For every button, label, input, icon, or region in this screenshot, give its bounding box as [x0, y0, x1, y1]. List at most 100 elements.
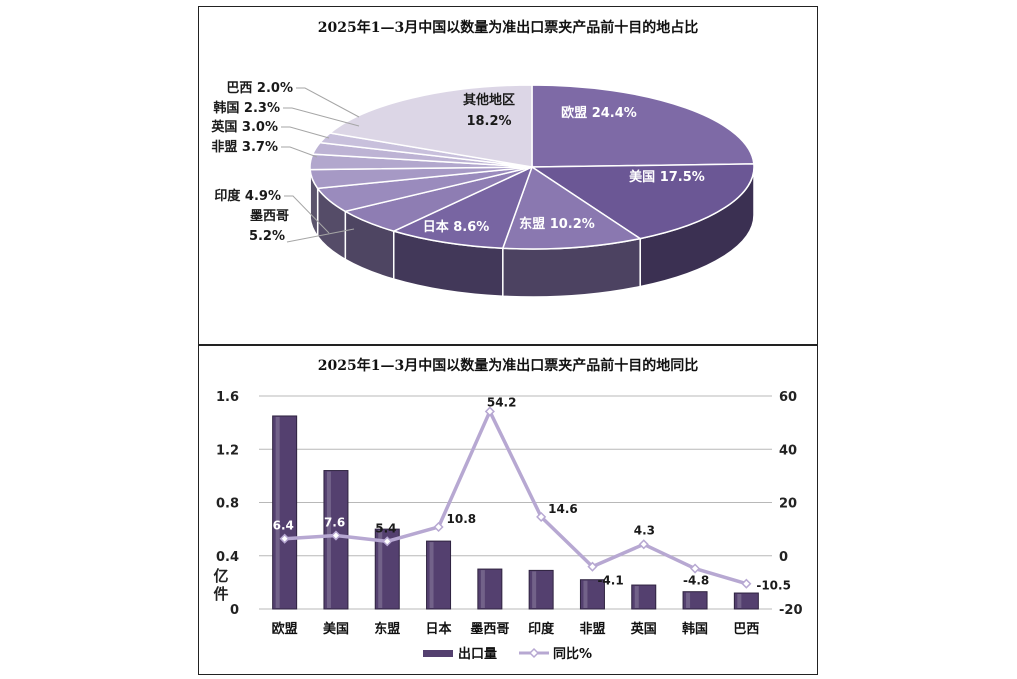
bar-highlight [429, 542, 434, 608]
combo-chart-panel: 2025年1—3月中国以数量为准出口票夹产品前十目的地同比 0 0.4 0.8 1.2… [198, 345, 818, 675]
y2-tick-label: 60 [779, 390, 797, 405]
pie-chart: 欧盟 24.4% 美国 17.5% 东盟 10.2% 日本 8.6% 墨西哥 5.2% 印度… [210, 81, 755, 298]
bar-highlight [480, 570, 485, 608]
y2-tick-label: 0 [779, 550, 788, 565]
y2-tick-label: 40 [779, 443, 797, 458]
legend-label-bar: 出口量 [458, 646, 497, 662]
pie-leader-印度 [284, 195, 330, 234]
pie-leader-非盟 [281, 146, 318, 158]
y-axis-label: 亿件 [213, 567, 228, 603]
data-label-韩国: -4.8 [683, 574, 709, 588]
x-tick-label: 美国 [323, 621, 349, 637]
line-point-美国 [330, 530, 342, 541]
x-tick-label: 墨西哥 [470, 621, 509, 637]
pie-label-巴西: 巴西 2.0% [226, 81, 293, 96]
bar-墨西哥 [477, 568, 503, 610]
y-tick-label: 0.4 [216, 550, 239, 565]
legend: 出口量 同比% [423, 646, 592, 662]
legend-marker-line [528, 647, 540, 659]
bar-highlight [634, 586, 639, 608]
data-label-东盟: 5.4 [375, 521, 396, 535]
pie-leader-墨西哥 [286, 228, 355, 243]
pie-label-非盟: 非盟 3.7% [211, 139, 278, 155]
pie-label-欧盟: 欧盟 24.4% [561, 105, 637, 121]
y-tick-label: 1.2 [216, 443, 239, 458]
pie-leader-巴西 [296, 87, 360, 118]
bar-highlight [737, 594, 742, 608]
pie-slice-日本 [391, 165, 534, 250]
x-tick-label: 韩国 [682, 621, 708, 637]
bar-韩国 [682, 591, 708, 610]
legend-swatch-bar [423, 650, 453, 657]
pie-chart-panel: 2025年1—3月中国以数量为准出口票夹产品前十目的地占比 欧盟 24.4% 美国… [198, 6, 818, 345]
data-label-日本: 10.8 [447, 512, 477, 526]
bar-非盟 [579, 579, 605, 610]
pie-label-美国: 美国 17.5% [629, 169, 705, 185]
x-tick-labels: 欧盟 美国 东盟 日本 墨西哥 印度 非盟 英国 韩国 巴西 [272, 621, 760, 637]
pie-chart-title: 2025年1—3月中国以数量为准出口票夹产品前十目的地占比 [317, 20, 699, 36]
svg-text:件: 件 [213, 585, 228, 603]
x-tick-label: 巴西 [733, 622, 759, 637]
pie-label-印度: 印度 4.9% [214, 188, 281, 204]
bar-巴西 [733, 592, 759, 610]
data-label-巴西: -10.5 [756, 579, 791, 593]
line-point-巴西 [741, 578, 752, 589]
y-tick-label: 1.6 [216, 390, 239, 405]
pie-label-东盟: 东盟 10.2% [519, 216, 595, 232]
bar-highlight [583, 580, 588, 608]
legend-label-line: 同比% [553, 646, 592, 662]
line-point-日本 [433, 521, 444, 533]
pie-slice-其他地区 [328, 84, 533, 168]
pie-label-墨西哥: 墨西哥 [250, 208, 289, 224]
pie-label-日本: 日本 8.6% [423, 219, 490, 235]
line-point-非盟 [587, 561, 598, 572]
y-tick-label: 0 [230, 603, 239, 618]
line-point-英国 [638, 539, 649, 550]
line-point-欧盟 [279, 533, 290, 544]
pie-slice-东盟 [501, 165, 643, 250]
line-data-labels: 6.4 7.6 5.4 10.8 54.2 14.6 -4.1 4.3 -4.8 -10.5 [273, 395, 791, 592]
x-tick-label: 东盟 [374, 621, 400, 637]
data-label-印度: 14.6 [548, 502, 578, 516]
x-tick-label: 欧盟 [272, 621, 298, 637]
x-tick-label: 印度 [528, 621, 555, 637]
x-tick-label: 非盟 [579, 621, 605, 637]
gridlines: 0 0.4 0.8 1.2 1.6 -20 0 20 40 60 [216, 390, 803, 618]
bar-highlight [532, 571, 537, 608]
pie-value-label-其他地区: 18.2% [466, 114, 511, 129]
pie-slice-欧盟 [531, 84, 755, 168]
data-label-欧盟: 6.4 [273, 519, 294, 533]
pie-labels: 欧盟 24.4% 美国 17.5% 东盟 10.2% 日本 8.6% 墨西哥 5.2% 印度… [210, 81, 704, 244]
line-series [279, 406, 752, 589]
line-path [284, 409, 747, 586]
pie-leader-英国 [281, 126, 330, 139]
x-tick-label: 日本 [426, 621, 452, 637]
bar-欧盟 [272, 415, 298, 610]
y2-tick-label: 20 [779, 497, 797, 512]
line-point-墨西哥 [484, 406, 495, 417]
x-tick-label: 英国 [630, 621, 657, 637]
pie-label-英国: 英国 3.0% [210, 119, 278, 135]
data-label-非盟: -4.1 [597, 574, 623, 588]
data-label-美国: 7.6 [324, 516, 345, 530]
line-point-东盟 [382, 536, 393, 547]
bar-英国 [631, 584, 657, 610]
bar-highlight [686, 592, 691, 608]
bar-series [272, 415, 759, 610]
y2-tick-label: -20 [779, 603, 803, 618]
bar-highlight [275, 416, 280, 608]
line-point-韩国 [689, 563, 701, 574]
data-label-墨西哥: 54.2 [487, 395, 517, 409]
y-tick-label: 0.8 [216, 497, 239, 512]
pie-value-label-墨西哥: 5.2% [249, 229, 285, 244]
pie-label-其他地区: 其他地区 [463, 92, 515, 108]
line-point-印度 [536, 511, 547, 522]
combo-chart-title: 2025年1—3月中国以数量为准出口票夹产品前十目的地同比 [317, 358, 699, 374]
pie-leader-韩国 [283, 107, 360, 127]
data-label-英国: 4.3 [634, 523, 655, 537]
pie-slice-美国 [529, 163, 755, 240]
svg-text:亿: 亿 [213, 567, 228, 585]
bar-日本 [426, 540, 452, 610]
bar-highlight [378, 530, 383, 608]
